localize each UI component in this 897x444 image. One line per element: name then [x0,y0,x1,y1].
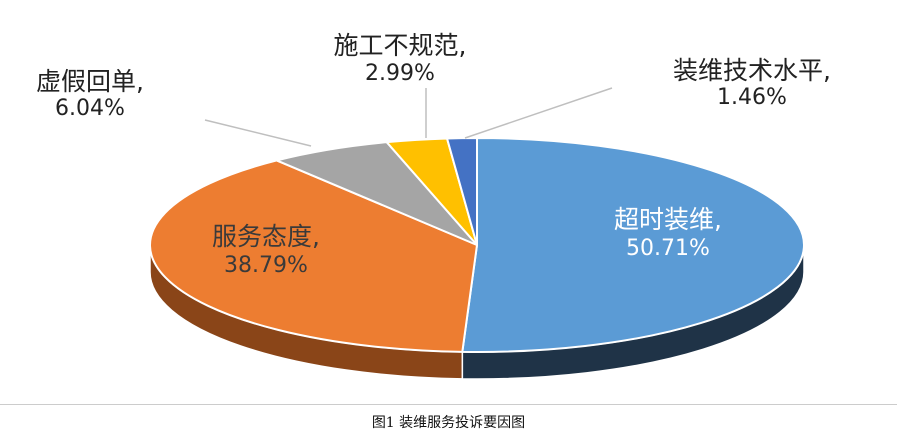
slice-value-2: 38.79% [224,253,308,278]
caption-divider [0,404,897,405]
pie-slice-5 [446,137,478,246]
slice-label-4: 施工不规范, [334,31,467,60]
slice-label-3: 虚假回单, [36,67,144,96]
slice-value-1: 50.71% [626,236,710,261]
slice-labels: 超时装维,50.71% 服务态度,38.79% 虚假回单,6.04% 施工不规范,2.… [36,31,831,278]
slice-label-2: 服务态度, [212,222,320,251]
pie-top-faces [149,137,805,353]
figure-caption: 图1 装维服务投诉要因图 [371,415,526,431]
pie-slice-2 [149,159,478,353]
leader-line-5 [464,87,613,139]
slice-label-5: 装维技术水平, [673,56,831,85]
pie-slice-1 [461,137,805,353]
pie-chart: 超时装维,50.71% 服务态度,38.79% 虚假回单,6.04% 施工不规范,2.… [36,31,831,380]
leader-lines [204,87,613,147]
pie-slice-3 [275,141,478,246]
slice-value-4: 2.99% [365,61,435,86]
slice-value-5: 1.46% [717,85,787,110]
slice-label-1: 超时装维, [614,205,722,234]
slice-value-3: 6.04% [55,96,125,121]
leader-line-3 [204,119,312,147]
